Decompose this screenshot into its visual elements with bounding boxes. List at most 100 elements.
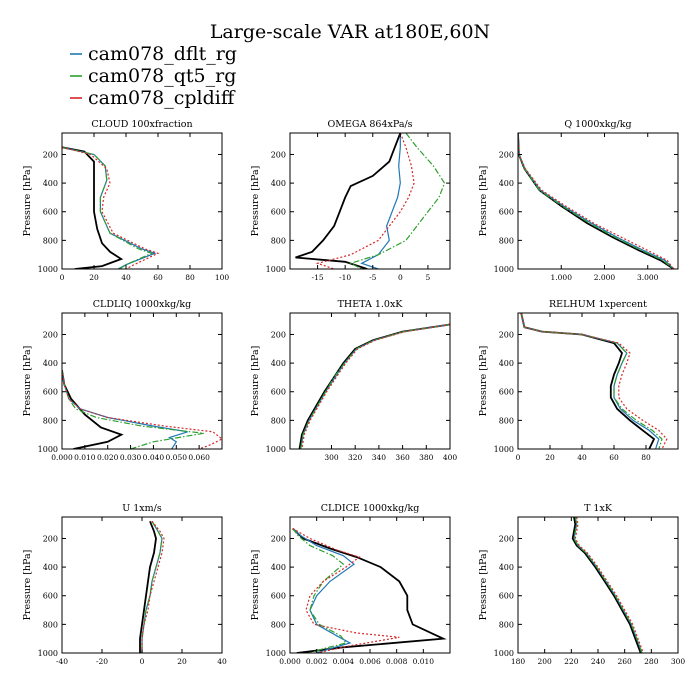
series-line — [141, 520, 163, 653]
series-line-reference — [62, 146, 124, 269]
x-tick-label: -15 — [312, 273, 324, 282]
y-tick-label: 1000 — [38, 445, 58, 454]
x-tick-label: 40 — [217, 657, 227, 666]
x-tick-label: 20 — [177, 657, 187, 666]
y-tick-label: 800 — [499, 620, 514, 629]
y-tick-label: 400 — [271, 179, 286, 188]
plot-frame — [289, 132, 451, 270]
plot-frame — [289, 312, 451, 450]
legend-entry: cam078_cpldiff — [70, 87, 236, 109]
y-tick-label: 1000 — [494, 445, 514, 454]
x-tick-label: 300 — [671, 657, 686, 666]
panel-title: THETA 1.0xK — [338, 299, 404, 310]
y-tick-label: 800 — [43, 236, 58, 245]
y-tick-label: 600 — [499, 592, 514, 601]
y-tick-label: 800 — [271, 416, 286, 425]
x-tick-label: 0.020 — [97, 453, 119, 462]
y-tick-label: 200 — [43, 330, 58, 339]
series-line-reference — [292, 527, 447, 653]
y-tick-label: 200 — [271, 330, 286, 339]
y-tick-label: 200 — [499, 330, 514, 339]
x-tick-label: 20 — [545, 453, 555, 462]
panel-title: OMEGA 864xPa/s — [327, 119, 412, 130]
series-line — [574, 517, 644, 653]
series-line — [518, 133, 675, 269]
y-tick-label: 600 — [271, 208, 286, 217]
y-tick-label: 200 — [271, 150, 286, 159]
legend-entry: cam078_dflt_rg — [70, 43, 237, 65]
x-tick-label: -20 — [96, 657, 108, 666]
x-tick-label: -40 — [56, 657, 68, 666]
series-line — [520, 313, 668, 449]
series-line — [315, 133, 415, 269]
y-tick-label: 400 — [271, 359, 286, 368]
series-line — [62, 370, 222, 449]
x-tick-label: 0.010 — [413, 657, 435, 666]
y-tick-label: 400 — [499, 179, 514, 188]
series-line-reference — [62, 370, 124, 449]
series-line — [573, 517, 643, 653]
series-line — [292, 528, 355, 653]
chart-panel: CLDICE 1000xkg/kg Pressure [hPa] 200 400 600… — [250, 503, 451, 666]
x-tick-label: 0.040 — [143, 453, 165, 462]
x-tick-label: 20 — [89, 273, 99, 282]
series-line — [300, 323, 450, 449]
series-line — [520, 313, 663, 449]
x-tick-label: 280 — [644, 657, 659, 666]
x-tick-label: 240 — [591, 657, 606, 666]
y-tick-label: 400 — [43, 563, 58, 572]
y-axis-label: Pressure [hPa] — [22, 550, 33, 621]
series-line — [141, 520, 163, 653]
x-tick-label: 380 — [419, 453, 434, 462]
chart-panel: CLDLIQ 1000xkg/kg Pressure [hPa] 200 400 600… — [22, 299, 223, 462]
y-tick-label: 1000 — [494, 265, 514, 274]
y-tick-label: 600 — [499, 208, 514, 217]
x-tick-label: 0.002 — [306, 657, 328, 666]
chart-panel: THETA 1.0xK Pressure [hPa] 200 400 600 800 100… — [250, 299, 457, 462]
series-line — [349, 133, 446, 269]
plot-frame — [61, 312, 223, 450]
series-line — [292, 527, 400, 653]
x-tick-label: 0.060 — [188, 453, 210, 462]
y-axis-label: Pressure [hPa] — [478, 346, 489, 417]
x-tick-label: 400 — [443, 453, 458, 462]
y-tick-label: 800 — [271, 620, 286, 629]
series-line — [141, 520, 165, 653]
y-axis-label: Pressure [hPa] — [22, 346, 33, 417]
x-tick-label: 40 — [121, 273, 131, 282]
legend-label: cam078_qt5_rg — [88, 65, 236, 87]
x-tick-label: 60 — [609, 453, 619, 462]
y-tick-label: 400 — [271, 563, 286, 572]
x-tick-label: 0.000 — [279, 657, 301, 666]
plot-frame — [289, 516, 451, 654]
y-tick-label: 200 — [43, 150, 58, 159]
panel-title: CLDLIQ 1000xkg/kg — [93, 299, 191, 310]
legend-label: cam078_cpldiff — [88, 87, 236, 109]
y-axis-label: Pressure [hPa] — [478, 166, 489, 237]
figure-title: Large-scale VAR at180E,60N — [210, 21, 490, 43]
y-tick-label: 400 — [499, 359, 514, 368]
series-line — [300, 323, 450, 449]
panel-title: RELHUM 1xpercent — [549, 299, 647, 310]
series-line-reference — [520, 313, 656, 449]
series-line — [360, 133, 401, 269]
x-tick-label: 320 — [348, 453, 363, 462]
x-tick-label: 0.004 — [333, 657, 355, 666]
y-axis-label: Pressure [hPa] — [250, 550, 261, 621]
series-line-reference — [295, 133, 402, 269]
y-axis-label: Pressure [hPa] — [478, 550, 489, 621]
y-tick-label: 1000 — [494, 649, 514, 658]
legend-label: cam078_dflt_rg — [88, 43, 237, 65]
y-tick-label: 200 — [271, 534, 286, 543]
y-tick-label: 1000 — [266, 445, 286, 454]
x-tick-label: 100 — [215, 273, 230, 282]
x-tick-label: 40 — [577, 453, 587, 462]
y-tick-label: 1000 — [38, 649, 58, 658]
panel-title: T 1xK — [584, 503, 613, 514]
